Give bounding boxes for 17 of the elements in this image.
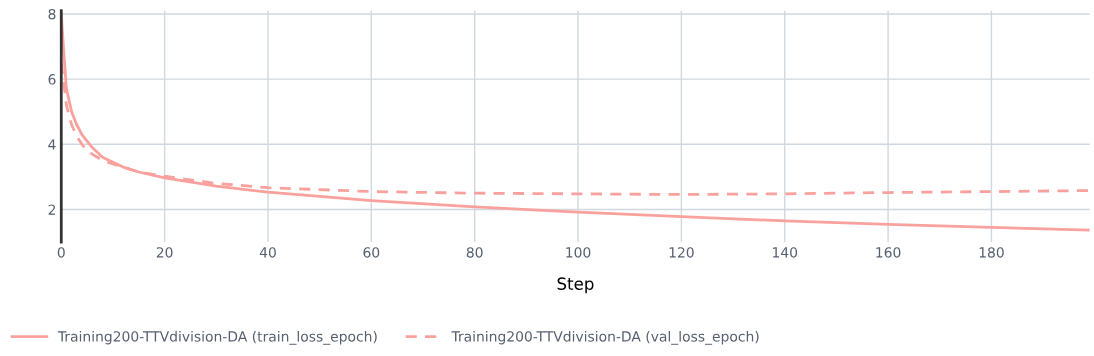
y-tick-label: 8 (48, 8, 56, 20)
x-tick-label: 80 (466, 247, 483, 258)
x-tick-label: 180 (979, 247, 1004, 258)
x-tick-label: 20 (156, 247, 173, 258)
x-tick-label: 120 (669, 247, 694, 258)
y-tick-label: 2 (48, 204, 56, 215)
legend-label: Training200-TTVdivision-DA (train_loss_epoch) (57, 330, 377, 345)
x-tick-label: 160 (876, 247, 901, 258)
y-tick-label: 6 (48, 74, 56, 85)
y-tick-label: 4 (48, 139, 56, 150)
x-tick-label: 40 (259, 247, 276, 258)
x-tick-label: 0 (57, 247, 65, 258)
legend-label: Training200-TTVdivision-DA (val_loss_epoch) (451, 330, 759, 345)
x-tick-label: 100 (566, 247, 591, 258)
x-tick-label: 60 (363, 247, 380, 258)
x-axis-title: Step (557, 277, 594, 294)
x-tick-label: 140 (773, 247, 798, 258)
